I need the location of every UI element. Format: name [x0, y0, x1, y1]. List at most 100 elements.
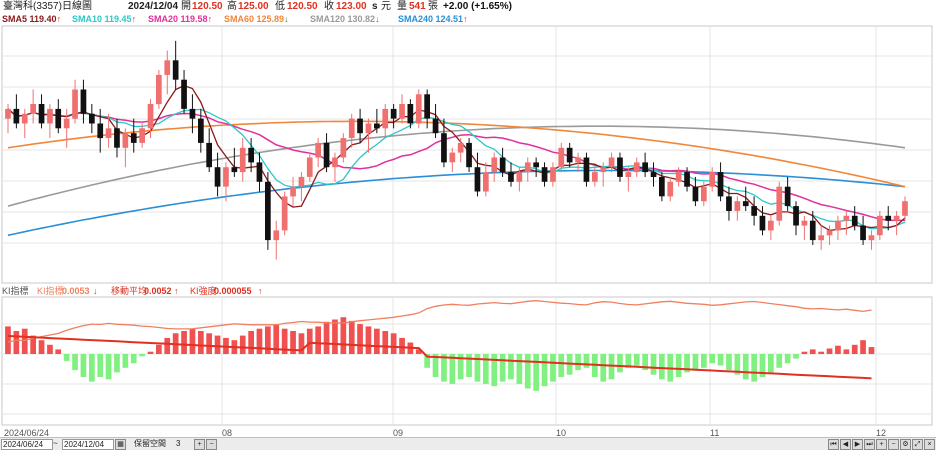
candle-body [843, 215, 850, 221]
zoom-out-icon[interactable]: − [206, 439, 217, 450]
indicator-bar [114, 354, 120, 373]
candle-body [323, 142, 330, 168]
indicator-bar [583, 354, 590, 368]
end-date-field[interactable]: 2024/12/04 [62, 439, 114, 450]
candle-body [357, 118, 363, 134]
close-icon[interactable]: × [924, 439, 935, 450]
sma5-legend: SMA5 119.40↑ [2, 14, 62, 24]
indicator-bar [734, 354, 741, 375]
fit-icon[interactable]: ⤢ [912, 439, 923, 450]
indicator-bar [558, 354, 565, 377]
candle-body [248, 147, 254, 163]
indicator-bar [726, 354, 732, 371]
candle-body [466, 142, 472, 168]
calendar-icon[interactable]: ▦ [115, 439, 126, 450]
candle-body [835, 220, 841, 231]
candle-body [130, 133, 137, 143]
indicator-bar [625, 354, 632, 368]
candle-body [692, 186, 699, 202]
candle-body [684, 172, 690, 187]
candle-body [164, 60, 171, 75]
candle-body [759, 215, 766, 231]
candle-body [625, 172, 632, 177]
indicator-bar [709, 354, 715, 364]
low-label: 低 [275, 1, 285, 12]
candle-body [21, 113, 28, 124]
candle-body [273, 230, 280, 241]
keep-space-value[interactable]: 3 [176, 439, 181, 448]
candle-body [147, 104, 154, 129]
scroll-right-icon[interactable]: ▶ [852, 439, 863, 450]
indicator-bar [784, 354, 791, 364]
shrink-bar-icon[interactable]: − [888, 439, 899, 450]
indicator-bar [399, 337, 405, 354]
indicator-line2-value: 0.0052 [144, 286, 172, 296]
indicator-bar [474, 354, 481, 382]
candle-body [524, 162, 531, 173]
candle-body [499, 157, 506, 173]
candle-body [885, 215, 892, 221]
indicator-name: KI指標 [2, 286, 29, 296]
indicator-bar [130, 354, 137, 364]
candle-body [818, 235, 824, 241]
zoom-in-icon[interactable]: + [194, 439, 205, 450]
indicator-bar [768, 354, 774, 373]
candle-body [893, 215, 900, 221]
candle-body [281, 196, 288, 231]
unit-label: 元 [381, 1, 391, 12]
candle-body [877, 215, 883, 236]
start-date-field[interactable]: 2024/06/24 [1, 439, 53, 450]
indicator-bar [323, 321, 330, 354]
indicator-bar [63, 354, 70, 361]
indicator-bar [717, 354, 724, 366]
candle-body [550, 167, 556, 182]
indicator-bar [97, 354, 104, 377]
candle-body [860, 225, 866, 241]
candle-body [659, 176, 665, 197]
scroll-start-icon[interactable]: ⏮ [828, 439, 839, 450]
indicator-bar [550, 354, 556, 382]
candle-body [709, 172, 715, 187]
candle-body [608, 157, 615, 168]
indicator-bar [298, 333, 305, 354]
indicator-bar [818, 351, 824, 354]
scroll-end-icon[interactable]: ⏭ [864, 439, 875, 450]
indicator-bar [491, 354, 498, 387]
quote-header: 臺灣科(3357) 日線圖 2024/12/04 開 120.50 高 125.… [0, 0, 936, 13]
high-value: 125.00 [238, 1, 269, 12]
candle-body [566, 147, 573, 163]
indicator-bar [239, 335, 246, 354]
indicator-bar [432, 354, 439, 377]
indicator-legend: KI指標 KI指標 0.0053 ↓ 移動平均 0.0052 ↑ KI強度 0.… [0, 285, 936, 297]
indicator-line3-arrow: ↑ [258, 286, 263, 296]
indicator-line3-label: KI強度 [190, 286, 217, 296]
candle-body [407, 104, 414, 124]
indicator-bar [89, 354, 95, 382]
candle-body [751, 206, 757, 216]
indicator-bar [181, 331, 187, 354]
indicator-bar [449, 354, 456, 384]
indicator-bar [793, 354, 799, 359]
candle-body [424, 94, 430, 119]
settings-icon[interactable]: ⚙ [900, 439, 911, 450]
candle-body [483, 172, 489, 192]
indicator-bar [843, 349, 850, 354]
indicator-bar [365, 326, 372, 354]
candle-body [717, 172, 724, 197]
open-label: 開 [181, 1, 191, 12]
indicator-bar [659, 354, 665, 380]
indicator-bar [248, 331, 254, 354]
zoom-bar-icon[interactable]: + [876, 439, 887, 450]
candle-body [776, 186, 783, 221]
candle-body [231, 167, 238, 173]
scroll-left-icon[interactable]: ◀ [840, 439, 851, 450]
volume-label: 量 [397, 1, 407, 12]
candle-body [38, 104, 45, 124]
indicator-bar [214, 335, 221, 354]
indicator-bar [483, 354, 489, 384]
sma10-line [7, 108, 906, 230]
indicator-line1-label: KI指標 [37, 286, 64, 296]
x-tick-09: 09 [393, 428, 404, 438]
indicator-bar [424, 354, 430, 368]
